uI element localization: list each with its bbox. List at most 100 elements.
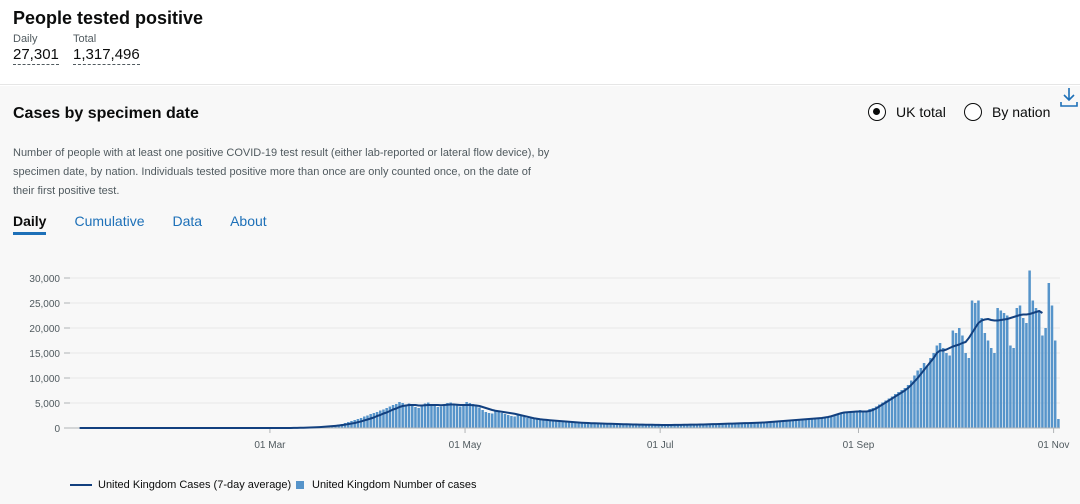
- bar[interactable]: [535, 419, 539, 429]
- bar[interactable]: [686, 424, 689, 428]
- bar[interactable]: [404, 404, 408, 429]
- bar[interactable]: [855, 411, 859, 428]
- bar[interactable]: [954, 333, 958, 428]
- bar[interactable]: [689, 424, 692, 428]
- bar[interactable]: [590, 423, 593, 428]
- bar[interactable]: [436, 407, 440, 428]
- bar[interactable]: [593, 423, 596, 428]
- bar[interactable]: [750, 422, 753, 428]
- bar[interactable]: [411, 405, 414, 429]
- bar[interactable]: [609, 423, 612, 428]
- bar[interactable]: [711, 424, 715, 428]
- bar[interactable]: [363, 416, 366, 429]
- bar[interactable]: [730, 423, 734, 429]
- bar[interactable]: [858, 410, 862, 428]
- bar[interactable]: [708, 424, 711, 428]
- bar[interactable]: [570, 422, 574, 428]
- bar[interactable]: [478, 407, 481, 429]
- bar[interactable]: [602, 423, 606, 428]
- bar[interactable]: [455, 405, 459, 429]
- bar[interactable]: [375, 412, 379, 428]
- bar[interactable]: [721, 423, 724, 428]
- bar[interactable]: [615, 424, 619, 428]
- bar[interactable]: [356, 419, 360, 428]
- bar[interactable]: [935, 345, 939, 429]
- bar[interactable]: [420, 405, 424, 428]
- bar[interactable]: [577, 422, 580, 428]
- bar[interactable]: [983, 333, 987, 428]
- bar[interactable]: [852, 412, 855, 429]
- bar[interactable]: [666, 425, 670, 428]
- bar[interactable]: [538, 419, 542, 428]
- bar[interactable]: [807, 419, 811, 428]
- bar[interactable]: [439, 406, 443, 429]
- bar[interactable]: [1031, 300, 1035, 429]
- bar[interactable]: [810, 418, 814, 428]
- bar[interactable]: [471, 404, 475, 428]
- bar[interactable]: [622, 424, 625, 428]
- bar[interactable]: [897, 392, 900, 428]
- bar[interactable]: [443, 404, 446, 429]
- bar[interactable]: [941, 348, 945, 428]
- bar[interactable]: [884, 400, 887, 429]
- total-value[interactable]: 1,317,496: [73, 46, 140, 65]
- bar[interactable]: [743, 423, 747, 428]
- bar[interactable]: [986, 340, 990, 429]
- bar[interactable]: [804, 419, 807, 428]
- bar[interactable]: [462, 405, 465, 428]
- bar[interactable]: [423, 403, 427, 429]
- bar[interactable]: [714, 424, 718, 428]
- bar[interactable]: [865, 410, 868, 429]
- bar[interactable]: [474, 406, 478, 428]
- bar[interactable]: [903, 388, 907, 428]
- bar[interactable]: [500, 413, 504, 428]
- bar[interactable]: [817, 418, 820, 428]
- bar[interactable]: [647, 424, 651, 428]
- bar[interactable]: [1012, 348, 1015, 428]
- bar[interactable]: [670, 424, 673, 428]
- bar[interactable]: [740, 423, 743, 428]
- legend-average[interactable]: United Kingdom Cases (7-day average): [70, 479, 291, 491]
- bar[interactable]: [846, 413, 849, 428]
- bar[interactable]: [957, 328, 961, 428]
- bar[interactable]: [788, 420, 791, 429]
- bar[interactable]: [407, 403, 411, 429]
- bar[interactable]: [989, 348, 993, 428]
- bar[interactable]: [1025, 323, 1028, 428]
- bar[interactable]: [606, 423, 609, 428]
- bar[interactable]: [929, 358, 932, 428]
- bar[interactable]: [970, 300, 974, 429]
- bar[interactable]: [801, 419, 804, 429]
- bar[interactable]: [973, 303, 977, 428]
- download-icon[interactable]: [1058, 86, 1080, 108]
- bar[interactable]: [654, 424, 657, 428]
- bar[interactable]: [558, 421, 561, 428]
- tab-cumulative[interactable]: Cumulative: [74, 213, 145, 229]
- legend-cases[interactable]: United Kingdom Number of cases: [296, 479, 476, 491]
- bar[interactable]: [1044, 328, 1047, 428]
- bar[interactable]: [961, 335, 964, 429]
- bar[interactable]: [641, 424, 644, 428]
- bar[interactable]: [842, 412, 846, 428]
- radio-uk-total[interactable]: UK total: [868, 103, 946, 121]
- bar[interactable]: [618, 424, 622, 428]
- bar[interactable]: [599, 423, 603, 428]
- bar[interactable]: [679, 424, 683, 428]
- bar[interactable]: [945, 353, 948, 428]
- bar[interactable]: [794, 420, 798, 428]
- bar[interactable]: [769, 422, 772, 428]
- bar[interactable]: [484, 412, 488, 428]
- bar[interactable]: [510, 416, 513, 428]
- bar[interactable]: [551, 420, 555, 428]
- bar[interactable]: [887, 398, 891, 429]
- bar[interactable]: [1034, 308, 1038, 428]
- bar[interactable]: [516, 414, 520, 429]
- bar[interactable]: [932, 353, 935, 428]
- bar[interactable]: [545, 420, 548, 428]
- bar[interactable]: [561, 421, 564, 429]
- bar[interactable]: [391, 405, 395, 428]
- bar[interactable]: [772, 421, 775, 428]
- bar[interactable]: [372, 413, 376, 428]
- bar[interactable]: [631, 424, 635, 428]
- bar[interactable]: [359, 418, 363, 428]
